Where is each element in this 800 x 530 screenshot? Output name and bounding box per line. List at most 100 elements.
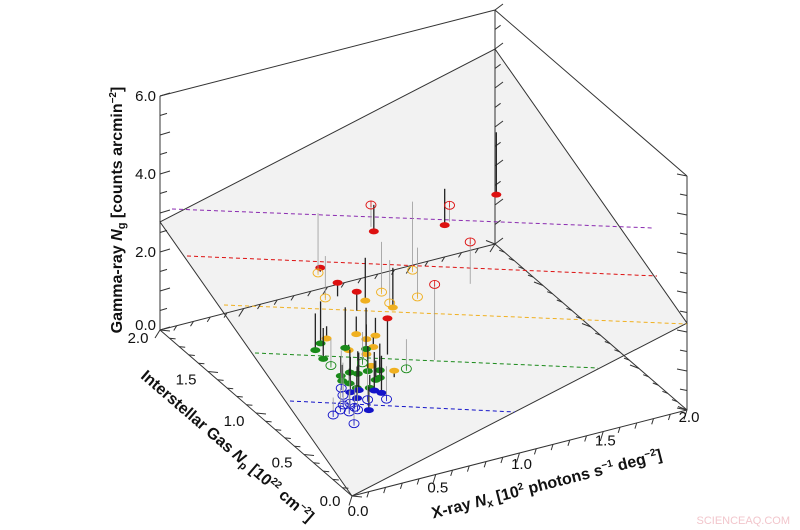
z-title-part: ] xyxy=(109,87,126,92)
point-marker xyxy=(344,380,355,387)
x-axis-tick xyxy=(516,452,520,463)
hollow-point-blue xyxy=(362,368,374,405)
x-axis-tick xyxy=(667,414,671,421)
z-back-tick xyxy=(494,120,504,128)
back-left-tick xyxy=(273,299,278,305)
z-back-tick xyxy=(494,237,504,245)
filled-point-orange xyxy=(360,257,371,304)
z-back-tick xyxy=(494,63,501,69)
x-axis-tick xyxy=(584,435,587,442)
z-title-part: Gamma-ray xyxy=(109,241,126,334)
back-right-tick xyxy=(527,274,534,278)
hollow-point-blue xyxy=(337,379,349,410)
back-left-tick xyxy=(238,308,245,317)
back-left-tick xyxy=(424,260,429,267)
y-tick-label: 0.5 xyxy=(272,455,293,472)
back-right-tick xyxy=(623,357,630,361)
z-axis-tick xyxy=(159,268,168,272)
point-marker xyxy=(387,304,398,311)
point-marker xyxy=(361,351,372,358)
back-left-tick xyxy=(441,256,446,262)
back-right-tick xyxy=(662,390,668,394)
point-marker xyxy=(310,347,321,354)
hollow-point-green xyxy=(357,331,368,368)
back-right-tick xyxy=(629,364,640,369)
x-axis-tick xyxy=(634,422,638,429)
point-marker xyxy=(351,331,362,338)
x-axis-tick xyxy=(500,457,504,464)
filled-point-blue xyxy=(353,352,364,394)
back-left-tick xyxy=(374,273,379,280)
point-marker xyxy=(353,387,364,394)
z-right-tick xyxy=(676,290,688,294)
z-title-part: −2 xyxy=(108,92,119,104)
back-left-tick xyxy=(474,248,479,254)
y-tick-label: 1.5 xyxy=(176,372,197,389)
point-marker xyxy=(382,315,393,322)
z-back-tick xyxy=(494,24,501,30)
hollow-point-orange xyxy=(312,213,324,278)
y-axis-tick xyxy=(265,420,272,423)
hollow-point-orange xyxy=(412,247,423,302)
x-axis-tick xyxy=(432,474,437,485)
x-axis-tick xyxy=(550,444,554,451)
box-edge xyxy=(494,9,688,177)
back-left-tick xyxy=(489,243,496,253)
back-right-tick xyxy=(575,316,582,320)
y-axis-tick xyxy=(169,337,176,340)
x-axis-tick xyxy=(617,427,621,434)
hollow-point-blue xyxy=(327,397,339,420)
point-marker xyxy=(370,376,381,383)
hollow-point-blue xyxy=(335,350,347,393)
filled-point-red xyxy=(332,279,343,297)
x-tick-label: 0.5 xyxy=(427,480,448,497)
x-axis-tick xyxy=(348,495,353,506)
filled-point-red xyxy=(351,288,362,311)
y-axis-tick xyxy=(284,437,291,439)
point-marker xyxy=(370,332,381,339)
x-axis-tick xyxy=(416,478,420,485)
back-left-tick xyxy=(458,252,462,258)
filled-point-red xyxy=(382,315,393,355)
x-tick-label: 0.0 xyxy=(348,503,369,520)
z-right-tick xyxy=(676,368,688,372)
axis-ticks: 0.02.04.06.00.00.51.01.52.00.00.51.01.52… xyxy=(128,3,699,520)
filled-point-green xyxy=(344,368,355,387)
back-right-tick xyxy=(533,281,544,286)
x-tick-label: 1.0 xyxy=(511,456,532,473)
x-axis-tick xyxy=(651,418,654,425)
z-axis-tick xyxy=(159,151,168,155)
z-axis-tick xyxy=(159,190,168,194)
z-axis-tick xyxy=(159,326,171,331)
x-axis-tick xyxy=(599,431,604,442)
back-left-tick xyxy=(154,329,161,339)
back-left-tick xyxy=(340,282,345,288)
z-axis-tick xyxy=(159,131,171,136)
point-marker xyxy=(340,344,351,351)
hollow-point-blue xyxy=(352,386,364,415)
y-axis-tick xyxy=(159,329,171,332)
y-tick-label: 1.0 xyxy=(224,413,245,430)
y-axis-tick xyxy=(323,470,330,473)
point-marker xyxy=(369,387,380,394)
z-right-tick xyxy=(679,310,688,313)
reference-line-blue xyxy=(289,400,516,413)
z-axis-tick xyxy=(159,112,168,116)
point-marker xyxy=(352,370,363,377)
z-back-tick xyxy=(494,102,501,108)
box-edge xyxy=(159,9,496,97)
point-marker xyxy=(360,297,371,304)
hollow-point-blue xyxy=(348,410,360,429)
hollow-point-green xyxy=(325,338,337,370)
hollow-point-red xyxy=(429,280,441,361)
y-axis-tick xyxy=(227,387,234,390)
filled-point-red xyxy=(368,204,379,235)
point-marker xyxy=(315,340,326,347)
filled-point-blue xyxy=(369,352,380,394)
back-right-tick xyxy=(518,266,524,270)
point-marker xyxy=(318,355,329,362)
x-title-part: photons s xyxy=(522,462,605,499)
y-axis-tick xyxy=(207,371,219,373)
back-left-tick xyxy=(290,295,295,301)
